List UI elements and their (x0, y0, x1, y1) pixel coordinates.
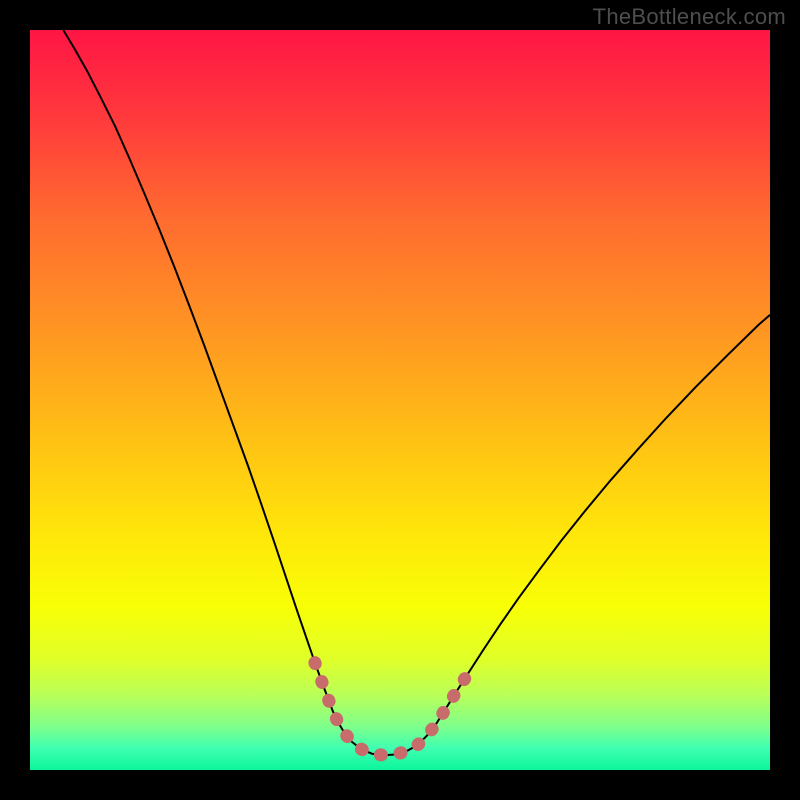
watermark-text: TheBottleneck.com (593, 4, 786, 30)
plot-svg (30, 30, 770, 770)
plot-area (30, 30, 770, 770)
gradient-background (30, 30, 770, 770)
